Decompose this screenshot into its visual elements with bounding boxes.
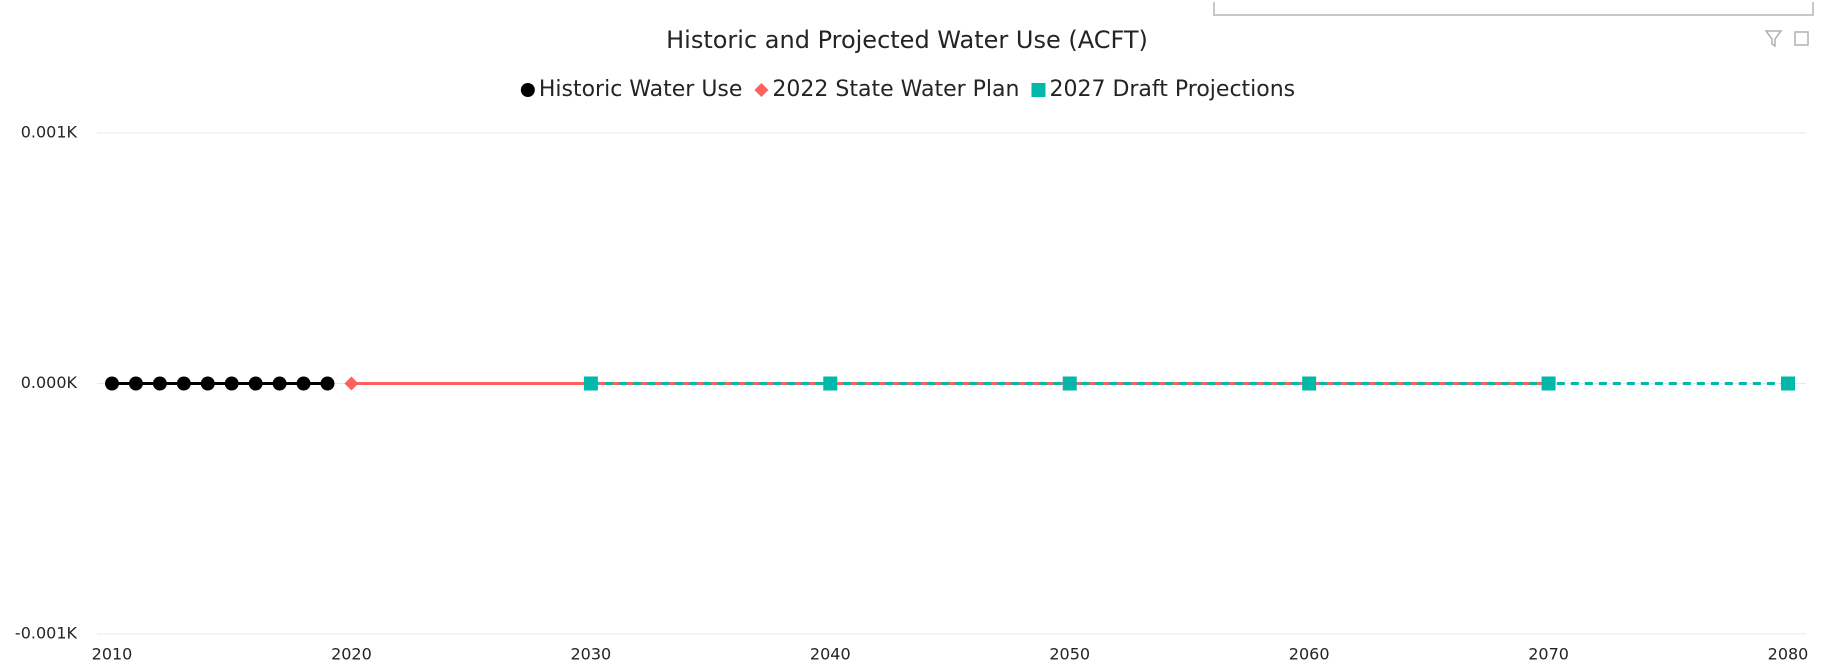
marker [128,376,143,391]
legend-label: 2022 State Water Plan [772,77,1019,102]
focus-icon[interactable] [1794,31,1809,46]
marker [152,376,167,391]
legend: Historic Water Use 2022 State Water Plan 2… [520,77,1295,102]
legend-label: Historic Water Use [539,77,743,102]
x-tick-label: 2050 [1049,645,1090,664]
x-tick-label: 2010 [92,645,133,664]
chart-title: Historic and Projected Water Use (ACFT) [666,26,1148,54]
marker [248,376,263,391]
marker [272,376,287,391]
marker [200,376,215,391]
x-tick-label: 2020 [331,645,372,664]
marker [583,376,598,391]
x-tick-label: 2040 [810,645,851,664]
y-tick-label: -0.001K [15,624,78,643]
marker [344,376,359,391]
marker [176,376,191,391]
legend-label: 2027 Draft Projections [1049,77,1295,102]
marker [1062,376,1077,391]
marker [823,376,838,391]
legend-marker [520,83,535,97]
x-tick-label: 2070 [1528,645,1569,664]
y-tick-label: 0.001K [21,123,78,142]
marker [224,376,239,391]
marker [105,376,119,391]
marker [1781,376,1795,391]
y-tick-label: 0.000K [21,373,78,392]
x-tick-label: 2030 [570,645,611,664]
x-tick-label: 2060 [1289,645,1330,664]
marker [1302,376,1317,391]
frame [1213,2,1814,16]
marker [296,376,311,391]
marker [1541,376,1556,391]
filter-icon[interactable] [1764,30,1783,48]
marker [320,376,335,391]
legend-marker [1031,83,1046,97]
x-tick-label: 2080 [1768,645,1809,664]
legend-marker [754,83,769,97]
